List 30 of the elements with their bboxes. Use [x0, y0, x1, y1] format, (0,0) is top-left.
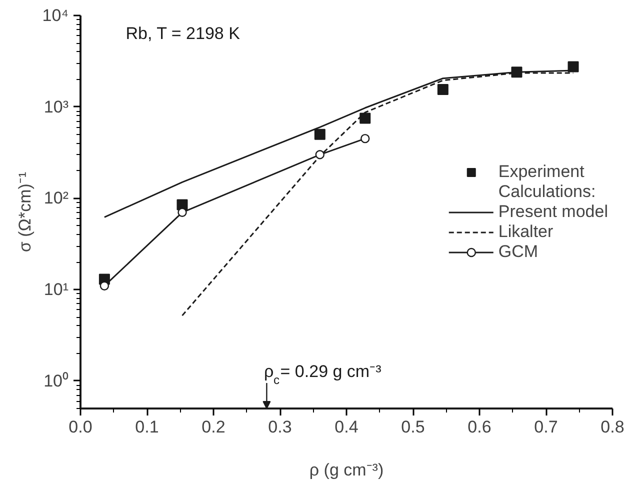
point [437, 84, 448, 95]
y-tick-label: 10³ [44, 97, 69, 116]
point [360, 134, 370, 144]
x-tick-label: 0.5 [401, 418, 425, 436]
y-tick-label: 10⁰ [44, 371, 69, 390]
point [568, 61, 579, 72]
point [314, 128, 326, 140]
x-tick-label: 0.1 [135, 418, 159, 436]
point [315, 150, 324, 160]
x-tick-label: 0.4 [334, 418, 358, 436]
legend-label: Present model [498, 202, 608, 222]
legend-label: Experiment [498, 162, 584, 182]
point [100, 281, 110, 290]
legend-label: Likalter [498, 222, 554, 242]
point [360, 112, 371, 124]
x-tick-label: 0.2 [202, 418, 226, 436]
x-tick-label: 0.3 [268, 418, 292, 436]
y-tick-label: 10² [44, 188, 69, 208]
x-tick-label: 0.0 [68, 418, 92, 436]
y-axis-title: σ (Ω*cm)⁻¹ [15, 172, 34, 252]
x-tick-label: 0.8 [600, 418, 624, 436]
legend-label: GCM [498, 242, 538, 262]
legend-title: Calculations: [498, 182, 596, 202]
x-axis-title: ρ (g cm⁻³) [309, 460, 384, 480]
x-tick-label: 0.6 [468, 418, 492, 436]
x-tick-label: 0.7 [534, 418, 558, 436]
y-tick-label: 10¹ [44, 280, 69, 300]
point [176, 199, 188, 210]
y-tick-label: 10⁴ [42, 6, 69, 25]
annotation: Rb, T = 2198 K [126, 24, 241, 44]
